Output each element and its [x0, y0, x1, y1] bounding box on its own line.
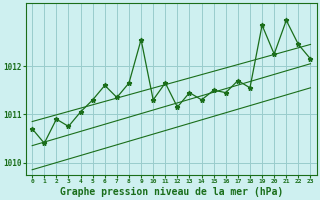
X-axis label: Graphe pression niveau de la mer (hPa): Graphe pression niveau de la mer (hPa) [60, 186, 283, 197]
